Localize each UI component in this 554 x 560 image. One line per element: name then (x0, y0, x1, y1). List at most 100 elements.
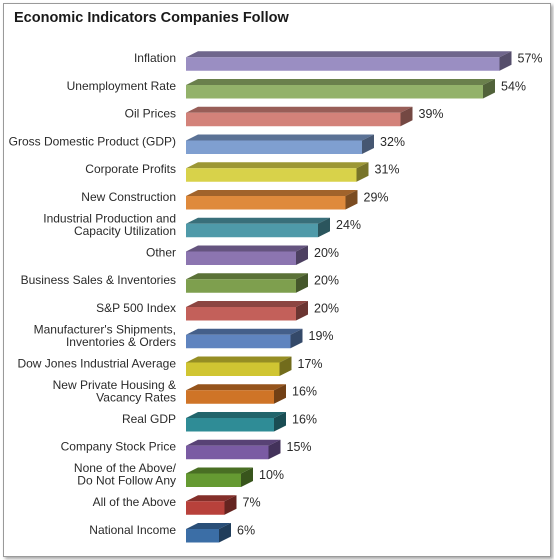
bar-top-face (186, 162, 369, 169)
bar (186, 168, 357, 182)
data-label: 29% (364, 190, 389, 204)
data-label: 24% (336, 218, 361, 232)
bar-side-face (296, 273, 308, 293)
bar-group: 31% Corporate Profits (85, 162, 400, 182)
category-label: None of the Above/Do Not Follow Any (74, 461, 177, 488)
bar-side-face (219, 523, 231, 543)
bar-group: 16% New Private Housing & Vacancy Rates (53, 378, 317, 405)
data-label: 20% (314, 301, 339, 315)
bar-group: 24% Industrial Production and Capacity Uti… (43, 211, 361, 238)
bar (186, 196, 346, 210)
data-label: 7% (243, 496, 261, 510)
bar-side-face (483, 79, 495, 99)
bar-side-face (296, 301, 308, 321)
bar (186, 140, 362, 154)
bar-group: 20% Business Sales & Inventories (21, 273, 339, 293)
bar-top-face (186, 79, 495, 85)
data-label: 54% (501, 79, 526, 93)
bar-side-face (241, 467, 253, 487)
bar (186, 307, 296, 321)
bar-side-face (318, 217, 330, 238)
category-label: Industrial Production and Capacity Utiliz… (43, 211, 176, 238)
bar (186, 334, 291, 349)
bar-top-face (186, 51, 512, 58)
bar-side-face (224, 495, 237, 515)
bar-side-face (268, 439, 281, 460)
chart-title: Economic Indicators Companies Follow (14, 10, 289, 26)
bar-side-face (400, 106, 413, 127)
bar-top-face (186, 439, 281, 446)
bar (186, 112, 401, 127)
bar-top-face (186, 301, 308, 307)
bar-top-face (186, 106, 413, 113)
data-label: 20% (314, 246, 339, 260)
data-label: 17% (298, 357, 323, 371)
bar-group: 20% Other (146, 245, 339, 265)
bar-top-face (186, 217, 330, 224)
bar-side-face (279, 356, 292, 376)
bar-top-face (186, 190, 358, 196)
bar-group: 7% All of the Above (93, 495, 261, 515)
category-label: S&P 500 Index (96, 301, 176, 315)
bar-group: 20% S&P 500 Index (96, 301, 339, 321)
bar-group: 16% Real GDP (122, 412, 317, 432)
category-label: Inflation (134, 51, 176, 65)
data-label: 39% (419, 107, 444, 121)
category-label: National Income (89, 523, 176, 537)
data-label: 16% (292, 412, 317, 426)
bar-side-face (274, 412, 286, 432)
category-label: Other (146, 245, 176, 259)
bar-top-face (186, 467, 253, 474)
bar-top-face (186, 523, 231, 529)
bar-top-face (186, 384, 286, 391)
bar (186, 529, 219, 543)
bar (186, 362, 280, 376)
bar-side-face (345, 190, 358, 210)
bar-top-face (186, 412, 286, 418)
bar-top-face (186, 245, 308, 252)
bar-group: 54% Unemployment Rate (67, 79, 526, 99)
bar-group: 10% None of the Above/Do Not Follow Any (74, 461, 284, 488)
category-label: Business Sales & Inventories (21, 273, 176, 287)
category-label: All of the Above (93, 495, 177, 509)
category-label: Manufacturer's Shipments, Inventories & O… (34, 322, 176, 349)
bar (186, 501, 225, 515)
data-label: 15% (287, 440, 312, 454)
category-label: Oil Prices (125, 107, 176, 121)
bar-group: 15% Company Stock Price (61, 440, 312, 460)
bar-group: 6% National Income (89, 523, 255, 543)
bar-side-face (290, 328, 303, 349)
data-label: 57% (518, 52, 543, 66)
bar-side-face (356, 162, 369, 182)
data-label: 6% (237, 523, 255, 537)
bar (186, 251, 296, 265)
category-label: New Construction (81, 190, 176, 204)
bar (186, 57, 500, 71)
bar (186, 473, 241, 487)
data-label: 19% (309, 329, 334, 343)
bar (186, 418, 274, 432)
data-label: 32% (380, 135, 405, 149)
category-label: New Private Housing & Vacancy Rates (53, 378, 176, 405)
bar-group: 39% Oil Prices (125, 107, 444, 127)
bar (186, 279, 296, 293)
bar (186, 390, 274, 404)
data-label: 31% (375, 163, 400, 177)
category-label: Corporate Profits (85, 162, 176, 176)
bar-top-face (186, 273, 308, 280)
bar-group: 29% New Construction (81, 190, 389, 210)
bar-top-face (186, 328, 303, 335)
bar-top-face (186, 134, 374, 141)
category-label: Company Stock Price (61, 440, 177, 454)
bar (186, 85, 483, 99)
bar-side-face (274, 384, 286, 404)
bar-group: 32% Gross Domestic Product (GDP) (9, 134, 405, 154)
bar-side-face (499, 51, 512, 71)
category-label: Dow Jones Industrial Average (17, 356, 176, 370)
bar-side-face (296, 245, 308, 265)
bar-group: 19% Manufacturer's Shipments, Inventories … (34, 322, 334, 349)
data-label: 10% (259, 468, 284, 482)
category-label: Unemployment Rate (67, 79, 177, 93)
bar (186, 445, 269, 460)
